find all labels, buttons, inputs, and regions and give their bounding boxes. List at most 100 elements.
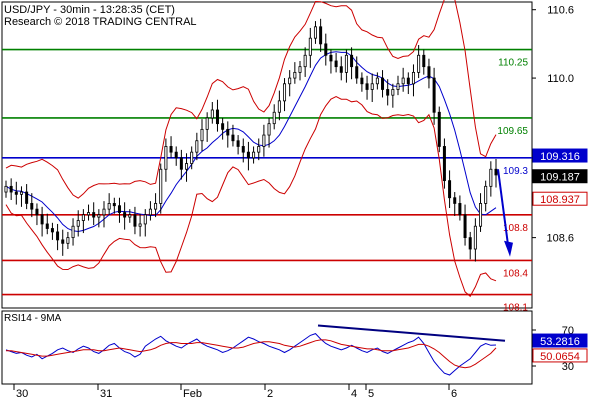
level-label: 110.25 — [498, 58, 528, 69]
candle-body — [246, 151, 250, 159]
candle-body — [324, 43, 328, 56]
candle-body — [210, 109, 214, 119]
price-box — [532, 169, 588, 184]
bollinger-upper — [5, 0, 497, 199]
candle-body — [164, 146, 168, 170]
candle-body — [288, 77, 292, 85]
candle-body — [334, 60, 338, 68]
level-label: 108.1 — [503, 303, 528, 314]
price-box — [532, 148, 588, 163]
chart-title: USD/JPY - 30min - 13:28:35 (CET) — [4, 4, 175, 16]
candle-body — [267, 123, 271, 136]
rsi-trendline — [317, 324, 506, 342]
candle-body — [319, 26, 323, 45]
price-box-label: 50.0654 — [540, 351, 580, 363]
candle-body — [468, 237, 472, 250]
candle-body — [169, 146, 173, 153]
level-label: 109.3 — [503, 166, 528, 177]
candle-body — [76, 220, 80, 227]
candle-body — [339, 66, 343, 73]
rsi-tick-label: 30 — [562, 361, 574, 373]
candle-body — [448, 180, 452, 199]
candle-body — [484, 185, 488, 204]
candle-body — [143, 214, 147, 225]
time-axis: 30 31 Feb 2 4 5 6 — [13, 384, 457, 400]
candle-body — [117, 205, 121, 213]
candle-body — [56, 231, 60, 241]
candle-body — [411, 71, 415, 85]
rsi-ma-line — [6, 339, 497, 369]
candle-body — [401, 77, 405, 85]
candle-body — [50, 228, 54, 233]
price-tick-label: 110.0 — [547, 73, 574, 85]
candle-body — [406, 77, 410, 85]
candle-body — [355, 66, 359, 79]
candle-body — [123, 212, 127, 218]
price-box-label: 109.187 — [540, 172, 580, 184]
price-box-label: 109.316 — [540, 151, 580, 163]
bollinger-lower — [5, 96, 497, 298]
candle-body — [463, 214, 467, 239]
candle-body — [81, 214, 85, 221]
candle-body — [442, 146, 446, 182]
candle-body — [375, 77, 379, 85]
candle-body — [417, 54, 421, 73]
price-box — [532, 333, 588, 348]
arrow-shaft — [497, 169, 509, 245]
price-box-label: 108.937 — [540, 194, 580, 206]
price-tick-label: 110.6 — [547, 5, 574, 17]
time-tick-label: Feb — [183, 388, 202, 400]
candle-body — [30, 203, 34, 210]
candle-body — [9, 185, 13, 193]
forecast-arrow — [497, 169, 513, 257]
candle-body — [179, 157, 183, 170]
candle-body — [61, 239, 65, 244]
copyright-line: Research © 2018 TRADING CENTRAL — [4, 16, 197, 28]
candle-body — [25, 191, 29, 204]
rsi-line — [5, 333, 497, 376]
candle-body — [437, 111, 441, 147]
time-tick-label: 31 — [100, 388, 112, 400]
candle-body — [97, 214, 101, 218]
candle-body — [308, 37, 312, 56]
candle-body — [138, 223, 142, 227]
candle-body — [185, 163, 189, 170]
candle-body — [241, 146, 245, 153]
price-box-label: 53.2816 — [540, 336, 580, 348]
candle-body — [226, 128, 230, 136]
time-tick-label: 30 — [16, 388, 28, 400]
candle-body — [479, 203, 483, 227]
candle-body — [396, 83, 400, 90]
candle-body — [190, 151, 194, 164]
candle-body — [262, 134, 266, 147]
rsi-title: RSI14 - 9MA — [4, 313, 62, 324]
candle-body — [107, 203, 111, 210]
price-axis: 110.6 110.0 108.6 — [532, 5, 574, 245]
price-box — [532, 191, 588, 206]
candle-body — [489, 168, 493, 187]
level-label: 109.65 — [497, 126, 528, 137]
candle-body — [112, 203, 116, 207]
candle-body — [14, 191, 18, 195]
candle-body — [71, 225, 75, 239]
candle-body — [4, 185, 8, 193]
candle-body — [128, 214, 132, 218]
candle-body — [40, 214, 44, 225]
time-tick-label: 2 — [267, 388, 273, 400]
candle-body — [370, 83, 374, 90]
candle-body — [195, 140, 199, 153]
candle-body — [293, 71, 297, 79]
candle-body — [381, 77, 385, 90]
candle-body — [391, 89, 395, 96]
price-tick-label: 108.6 — [546, 233, 574, 245]
candle-body — [205, 117, 209, 130]
candle-body — [313, 26, 317, 39]
candle-body — [344, 54, 348, 73]
candle-body — [350, 54, 354, 68]
candle-body — [215, 109, 219, 125]
candle-body — [19, 191, 23, 195]
candle-body — [252, 151, 256, 159]
candle-body — [159, 168, 163, 204]
